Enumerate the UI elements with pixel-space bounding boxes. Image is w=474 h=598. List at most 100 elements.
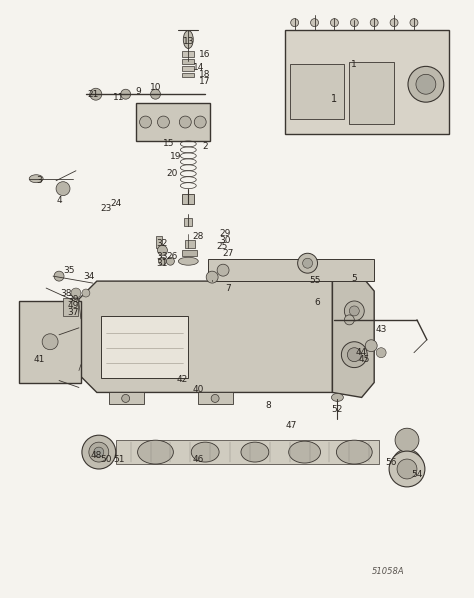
Circle shape — [330, 19, 338, 26]
Ellipse shape — [289, 441, 320, 463]
Bar — [182, 51, 194, 57]
Text: 34: 34 — [83, 271, 94, 280]
Text: 10: 10 — [150, 83, 161, 91]
Text: 1: 1 — [351, 60, 357, 69]
Circle shape — [365, 340, 377, 352]
Text: 46: 46 — [192, 454, 204, 463]
Bar — [290, 65, 345, 119]
Text: 56: 56 — [385, 457, 397, 466]
Text: 23: 23 — [100, 204, 111, 213]
Text: 41: 41 — [34, 355, 45, 364]
Circle shape — [376, 347, 386, 358]
Circle shape — [56, 182, 70, 196]
Bar — [182, 74, 194, 77]
Circle shape — [298, 254, 318, 273]
Ellipse shape — [183, 30, 193, 48]
Text: 5: 5 — [351, 274, 357, 283]
Text: 47: 47 — [286, 421, 297, 430]
Text: 18: 18 — [200, 70, 211, 79]
Circle shape — [291, 19, 299, 26]
Circle shape — [410, 19, 418, 26]
Text: 43: 43 — [375, 325, 387, 334]
Text: 14: 14 — [192, 63, 204, 72]
Circle shape — [370, 19, 378, 26]
Circle shape — [302, 258, 312, 268]
Text: 19: 19 — [170, 152, 181, 161]
Circle shape — [121, 89, 131, 99]
Text: 51058A: 51058A — [372, 568, 404, 576]
Ellipse shape — [29, 175, 43, 182]
Text: 44: 44 — [356, 348, 367, 357]
Circle shape — [390, 19, 398, 26]
Circle shape — [89, 442, 109, 462]
Text: 55: 55 — [309, 276, 320, 285]
Text: 50: 50 — [100, 454, 111, 463]
Circle shape — [71, 288, 81, 298]
Text: 4: 4 — [56, 196, 62, 205]
Text: 29: 29 — [219, 229, 231, 238]
Text: 11: 11 — [113, 93, 125, 102]
Circle shape — [179, 116, 191, 128]
Circle shape — [206, 271, 218, 283]
Circle shape — [157, 245, 167, 255]
Text: 27: 27 — [222, 249, 234, 258]
Text: 17: 17 — [200, 77, 211, 86]
Circle shape — [341, 341, 367, 368]
Text: 32: 32 — [157, 239, 168, 248]
Text: 16: 16 — [200, 50, 211, 59]
Bar — [182, 251, 197, 257]
Circle shape — [392, 449, 422, 479]
Text: 37: 37 — [67, 309, 79, 318]
Text: 21: 21 — [87, 90, 99, 99]
Circle shape — [217, 264, 229, 276]
Bar — [185, 240, 195, 248]
Circle shape — [42, 334, 58, 350]
Ellipse shape — [137, 440, 173, 464]
Text: 8: 8 — [265, 401, 271, 410]
Ellipse shape — [337, 440, 372, 464]
Text: 49: 49 — [67, 301, 79, 310]
Text: 54: 54 — [411, 471, 423, 480]
Text: 52: 52 — [332, 405, 343, 414]
Circle shape — [151, 89, 161, 99]
Text: 38: 38 — [60, 289, 72, 298]
Text: 13: 13 — [182, 37, 194, 46]
Circle shape — [347, 347, 361, 362]
Circle shape — [166, 257, 174, 265]
Polygon shape — [79, 281, 332, 392]
Ellipse shape — [241, 442, 269, 462]
Text: 7: 7 — [225, 283, 231, 292]
Circle shape — [82, 289, 90, 297]
Circle shape — [90, 89, 102, 100]
Polygon shape — [19, 301, 81, 383]
Circle shape — [345, 315, 354, 325]
Text: 35: 35 — [63, 266, 75, 274]
Text: 39: 39 — [67, 295, 79, 304]
Text: 20: 20 — [167, 169, 178, 178]
Polygon shape — [332, 276, 374, 398]
Text: 15: 15 — [163, 139, 174, 148]
Bar — [198, 392, 233, 404]
Circle shape — [349, 306, 359, 316]
Circle shape — [389, 451, 425, 487]
Circle shape — [54, 271, 64, 281]
Circle shape — [158, 257, 166, 265]
Text: 42: 42 — [177, 375, 188, 384]
Text: 30: 30 — [219, 236, 231, 245]
Bar — [184, 218, 192, 227]
Bar — [349, 62, 394, 124]
Bar — [208, 260, 374, 281]
Circle shape — [94, 447, 104, 457]
Bar — [136, 103, 210, 141]
Bar — [116, 440, 379, 464]
Text: 26: 26 — [167, 252, 178, 261]
Text: 2: 2 — [202, 142, 208, 151]
Text: 40: 40 — [192, 385, 204, 394]
Circle shape — [350, 19, 358, 26]
Ellipse shape — [331, 393, 343, 401]
Circle shape — [122, 395, 129, 402]
Text: 31: 31 — [157, 259, 168, 268]
Text: 45: 45 — [358, 355, 370, 364]
Text: 25: 25 — [217, 242, 228, 251]
Bar — [182, 194, 194, 203]
